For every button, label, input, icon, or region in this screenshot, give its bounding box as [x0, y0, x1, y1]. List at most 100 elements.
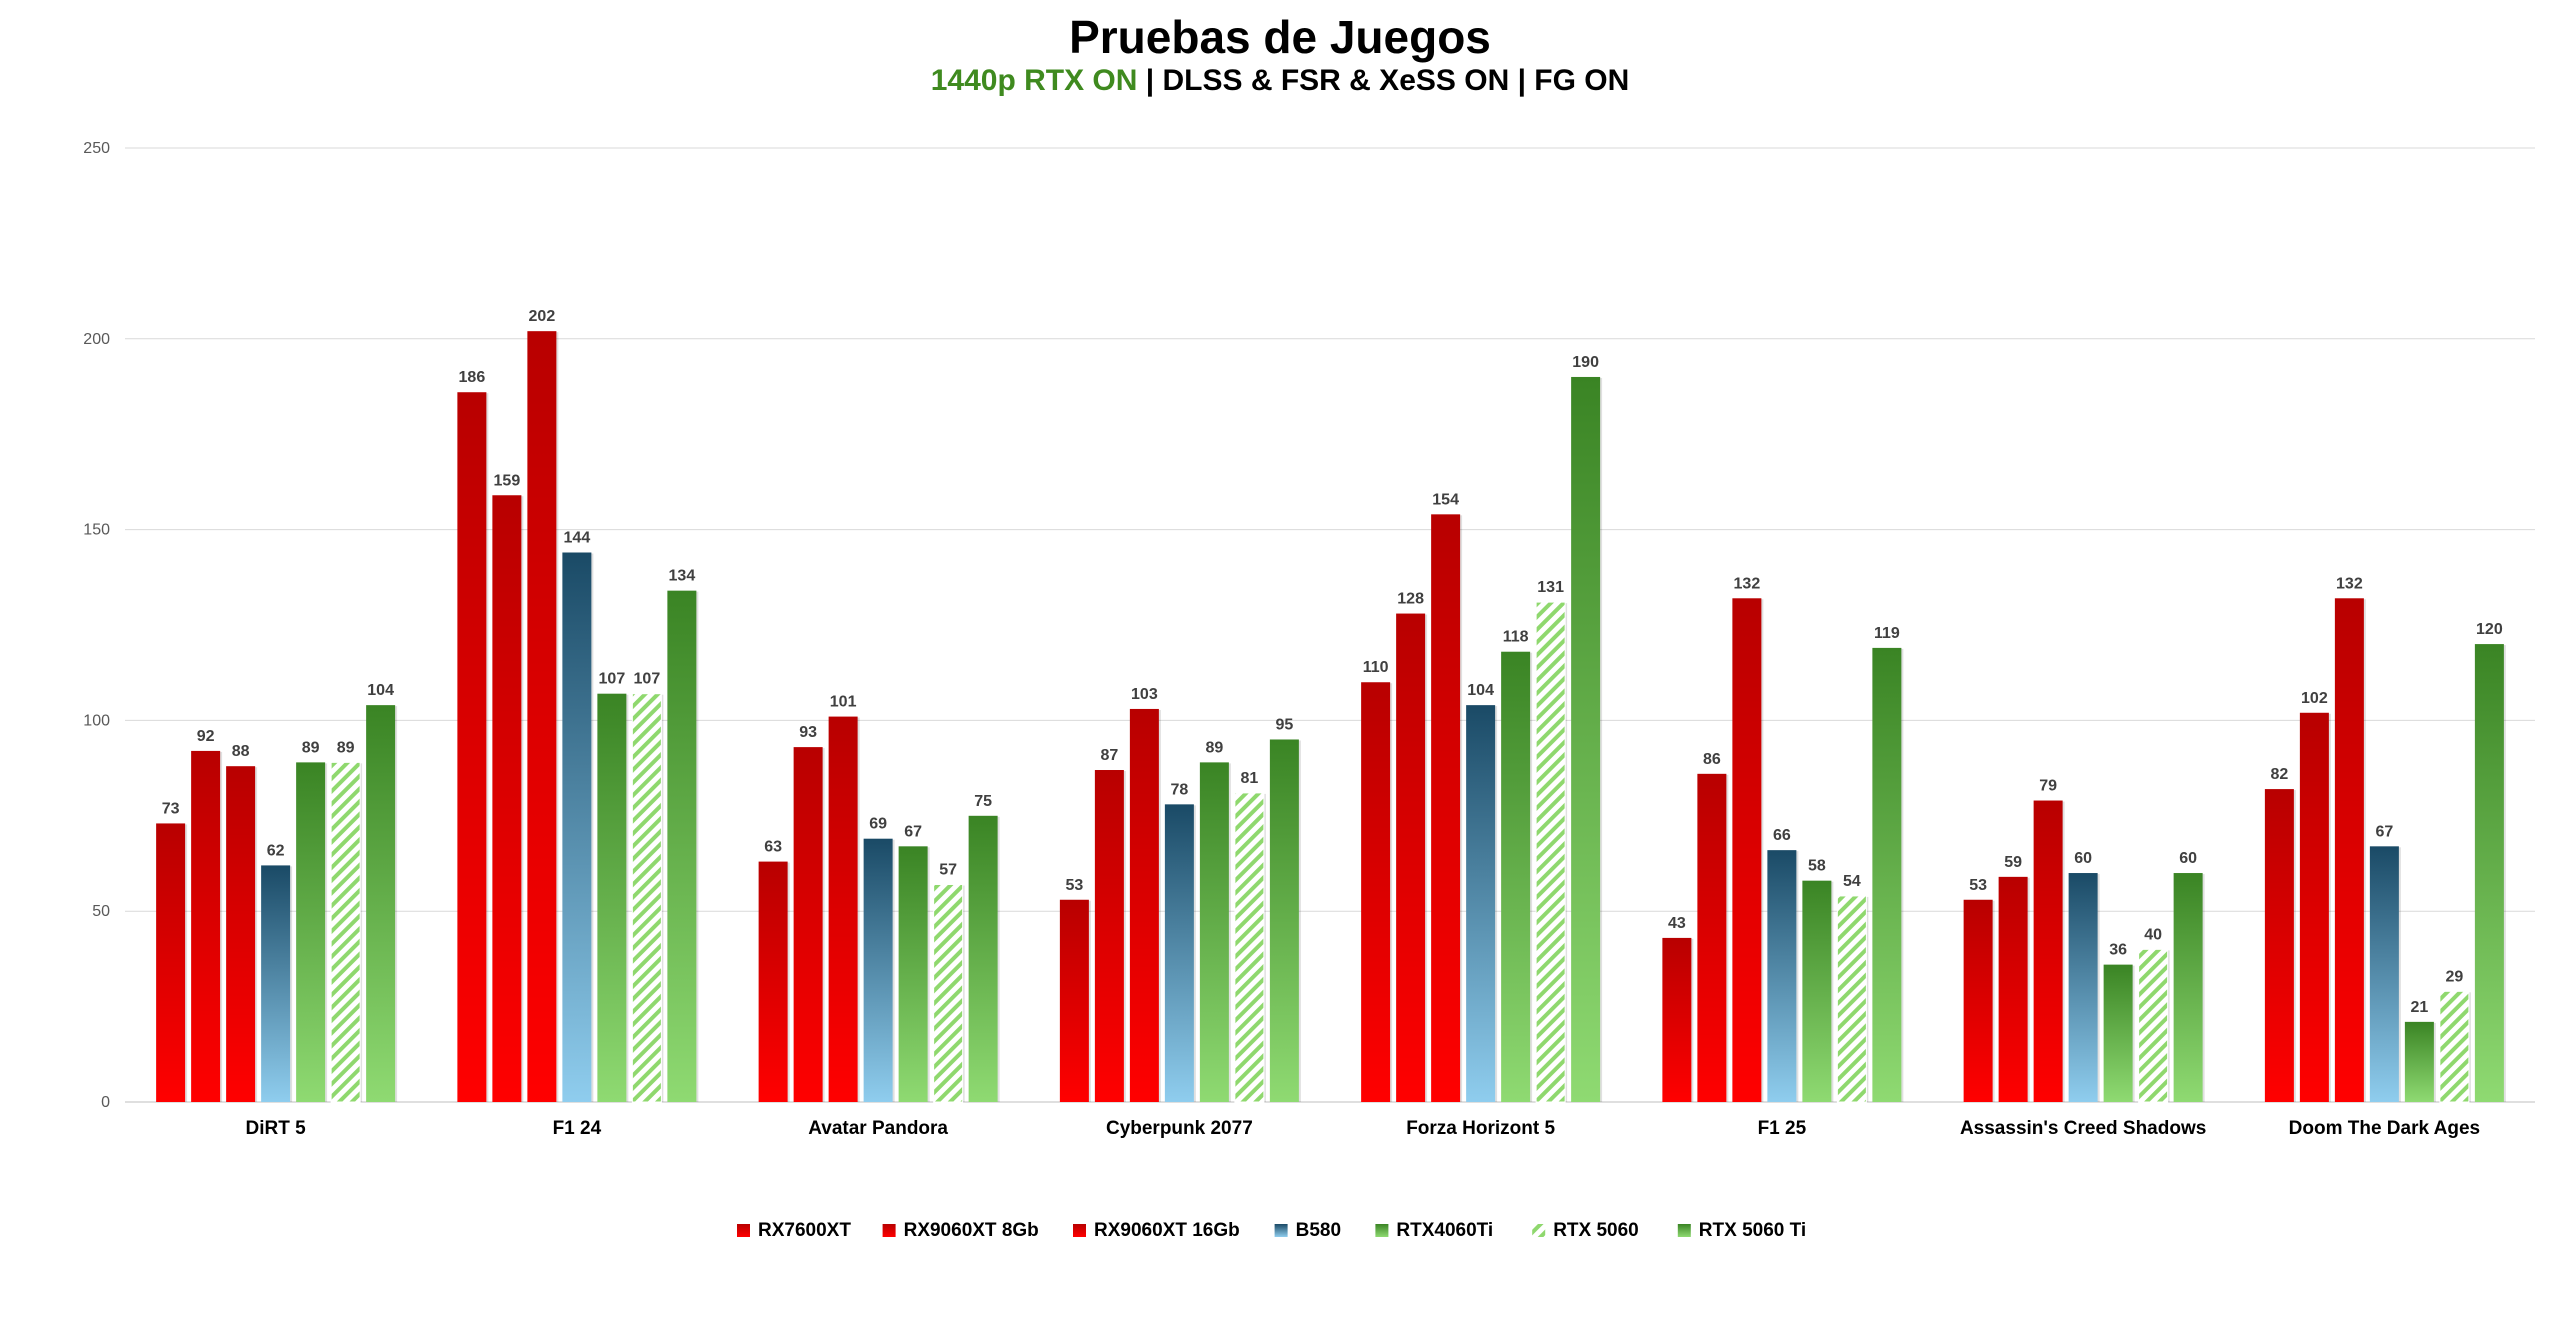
- bar: [562, 552, 592, 1102]
- bar: [1199, 762, 1229, 1102]
- bar: [2138, 948, 2169, 1103]
- bar: [828, 716, 858, 1102]
- data-label: 144: [564, 529, 591, 546]
- bar: [631, 693, 662, 1103]
- data-label: 59: [2004, 854, 2022, 871]
- bar: [1466, 705, 1496, 1102]
- bar: [1164, 804, 1194, 1102]
- legend-swatch: [1274, 1224, 1288, 1237]
- data-label: 54: [1843, 873, 1861, 890]
- data-label: 128: [1397, 591, 1424, 608]
- legend-label: RX9060XT 8Gb: [904, 1220, 1039, 1241]
- data-label: 89: [302, 739, 320, 756]
- data-label: 63: [764, 839, 782, 856]
- bar: [1535, 601, 1566, 1103]
- data-label: 40: [2144, 926, 2162, 943]
- bar: [1129, 708, 1159, 1102]
- bar: [1732, 598, 1762, 1102]
- y-tick-label: 200: [83, 331, 110, 348]
- data-label: 159: [494, 472, 521, 489]
- legend-label: RX7600XT: [758, 1220, 851, 1241]
- bar: [2033, 800, 2063, 1102]
- bar: [2334, 598, 2364, 1102]
- x-tick-label: Doom The Dark Ages: [2289, 1118, 2480, 1139]
- legend-swatch: [1073, 1224, 1086, 1237]
- chart-title: Pruebas de Juegos: [1069, 11, 1491, 63]
- data-label: 118: [1503, 629, 1529, 646]
- bar: [1836, 895, 1867, 1103]
- data-label: 66: [1773, 827, 1791, 844]
- data-label: 202: [529, 308, 556, 325]
- bar: [527, 331, 557, 1103]
- bar: [758, 861, 788, 1102]
- data-label: 81: [1240, 770, 1258, 787]
- y-tick-label: 150: [83, 522, 110, 539]
- data-label: 36: [2109, 942, 2127, 959]
- data-label: 69: [869, 816, 887, 833]
- bar: [492, 495, 522, 1103]
- data-label: 53: [1969, 877, 1987, 894]
- bar: [156, 823, 186, 1102]
- data-label: 87: [1100, 747, 1118, 764]
- legend-swatch: [1532, 1224, 1546, 1237]
- data-label: 88: [232, 743, 250, 760]
- bar: [1234, 792, 1265, 1103]
- data-label: 78: [1170, 781, 1188, 798]
- data-label: 131: [1537, 579, 1564, 596]
- legend-label: RTX 5060 Ti: [1699, 1220, 1806, 1241]
- chart-subtitle: 1440p RTX ON | DLSS & FSR & XeSS ON | FG…: [0, 64, 2560, 98]
- bar: [1501, 651, 1531, 1102]
- data-label: 102: [2301, 690, 2328, 707]
- data-label: 154: [1432, 491, 1459, 508]
- data-label: 93: [799, 724, 817, 741]
- bar: [2474, 644, 2504, 1102]
- data-label: 67: [2375, 823, 2393, 840]
- bar: [2103, 964, 2133, 1102]
- data-label: 132: [2336, 575, 2363, 592]
- x-tick-label: Cyberpunk 2077: [1106, 1118, 1253, 1139]
- data-label: 89: [337, 739, 355, 756]
- data-label: 186: [459, 369, 486, 386]
- bar: [898, 846, 928, 1102]
- data-label: 120: [2476, 621, 2503, 638]
- bar: [793, 747, 823, 1102]
- bar: [296, 762, 326, 1102]
- bar: [1767, 850, 1797, 1102]
- bar: [191, 750, 221, 1102]
- data-label: 53: [1065, 877, 1083, 894]
- bar: [1059, 899, 1089, 1102]
- data-label: 92: [197, 728, 215, 745]
- bar: [2299, 712, 2329, 1102]
- bar: [1872, 647, 1902, 1102]
- data-label: 107: [599, 671, 626, 688]
- bar: [2404, 1021, 2434, 1102]
- data-label: 89: [1205, 739, 1223, 756]
- x-tick-label: Forza Horizont 5: [1406, 1118, 1555, 1139]
- legend-swatch: [882, 1224, 896, 1237]
- data-label: 73: [162, 800, 180, 817]
- bar: [1396, 613, 1426, 1102]
- x-tick-label: Avatar Pandora: [808, 1118, 948, 1139]
- legend-label: B580: [1296, 1220, 1341, 1241]
- data-label: 119: [1874, 625, 1900, 642]
- legend-swatch: [1375, 1224, 1389, 1237]
- legend-label: RX9060XT 16Gb: [1094, 1220, 1240, 1241]
- data-label: 107: [634, 671, 661, 688]
- y-tick-label: 0: [101, 1094, 110, 1111]
- data-label: 21: [2410, 999, 2428, 1016]
- x-tick-label: F1 25: [1758, 1118, 1807, 1139]
- data-label: 101: [830, 694, 857, 711]
- legend-swatch: [737, 1224, 750, 1237]
- data-label: 104: [1467, 682, 1494, 699]
- bar: [2369, 846, 2399, 1102]
- x-tick-label: F1 24: [553, 1118, 602, 1139]
- bar: [2264, 789, 2294, 1102]
- bar: [1662, 937, 1692, 1102]
- data-label: 75: [974, 793, 992, 810]
- bar: [1802, 880, 1832, 1102]
- data-label: 104: [367, 682, 394, 699]
- bar: [1094, 770, 1124, 1102]
- data-label: 60: [2074, 850, 2092, 867]
- data-label: 29: [2445, 968, 2463, 985]
- data-label: 57: [939, 861, 957, 878]
